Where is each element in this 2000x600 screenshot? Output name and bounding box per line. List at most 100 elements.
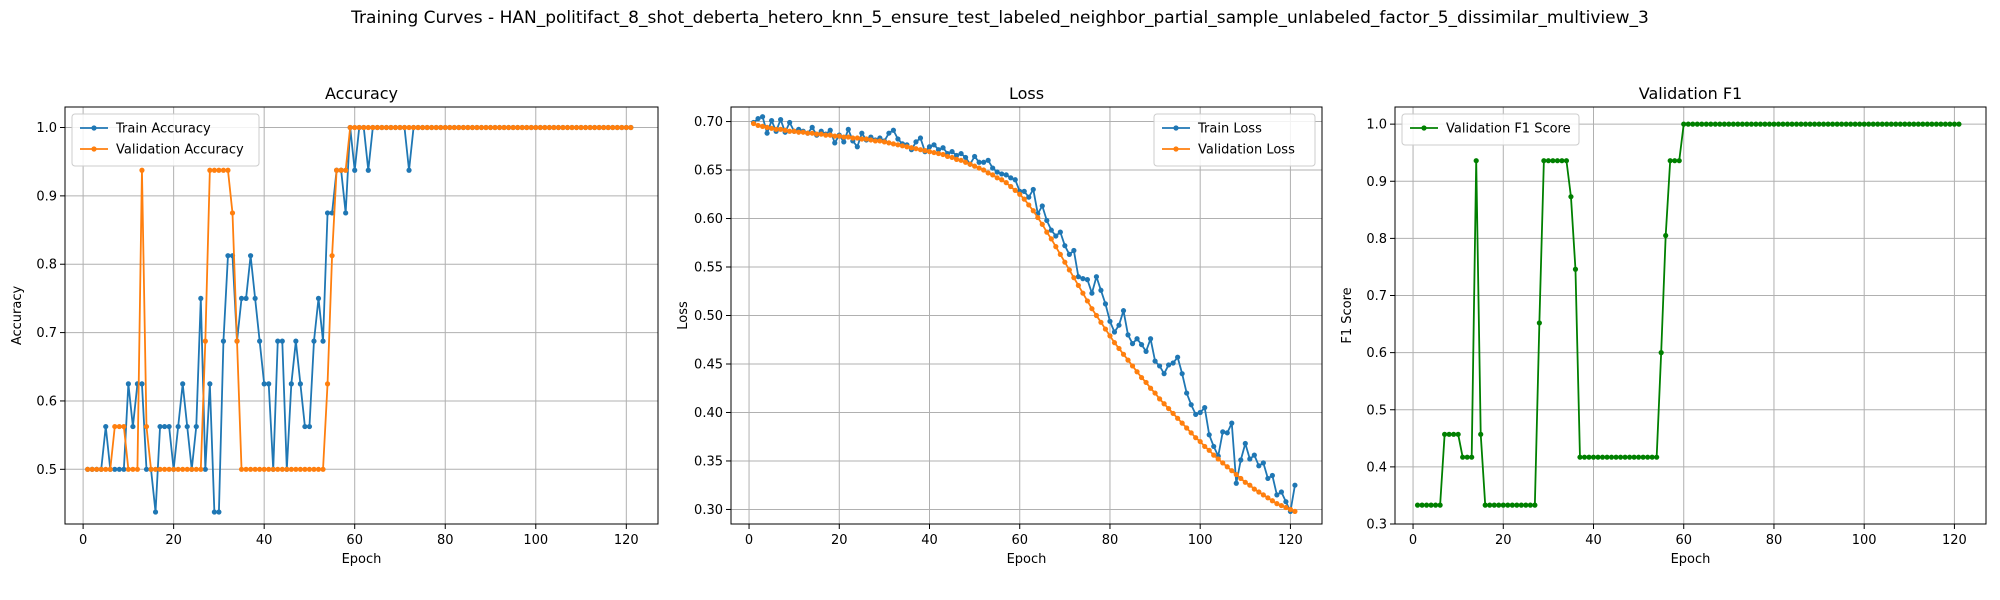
data-point bbox=[442, 124, 448, 131]
data-point bbox=[180, 466, 186, 472]
data-point bbox=[501, 124, 507, 131]
data-point bbox=[926, 144, 933, 150]
data-point bbox=[1870, 121, 1876, 127]
data-point bbox=[465, 124, 471, 131]
data-point bbox=[193, 466, 199, 472]
data-point bbox=[1166, 362, 1172, 368]
data-point bbox=[1274, 492, 1280, 498]
data-point bbox=[257, 338, 263, 344]
figure-title: Training Curves - HAN_politifact_8_shot_… bbox=[351, 8, 1649, 28]
data-point bbox=[1613, 454, 1619, 460]
y-tick-label: 0.6 bbox=[36, 394, 57, 409]
data-point bbox=[1120, 351, 1127, 357]
data-point bbox=[202, 466, 208, 472]
data-point bbox=[1229, 420, 1235, 426]
data-point bbox=[496, 124, 503, 131]
data-point bbox=[406, 167, 412, 173]
data-point bbox=[1947, 121, 1953, 127]
data-point bbox=[1667, 158, 1673, 164]
data-point bbox=[370, 124, 376, 131]
data-point bbox=[949, 149, 955, 155]
series-line bbox=[87, 126, 631, 471]
data-point bbox=[175, 423, 181, 430]
data-point bbox=[542, 124, 548, 131]
data-point bbox=[1518, 502, 1524, 508]
data-point bbox=[755, 122, 761, 129]
chart-panel-0: 0 20 40 60 80 100 120 0.5 0.6 0.7 0.8 0.9 1.0 Accurac… bbox=[10, 84, 659, 567]
data-point bbox=[755, 116, 761, 122]
data-point bbox=[1906, 121, 1912, 127]
data-point bbox=[845, 134, 851, 140]
legend-label: Validation F1 Score bbox=[1446, 122, 1571, 137]
data-point bbox=[949, 154, 955, 161]
data-point bbox=[1744, 121, 1750, 127]
data-point bbox=[1550, 158, 1556, 164]
data-point bbox=[1820, 121, 1827, 127]
x-tick-label: 100 bbox=[1188, 533, 1213, 548]
data-point bbox=[261, 381, 267, 387]
data-point bbox=[279, 466, 285, 472]
data-point bbox=[1247, 456, 1253, 462]
data-point bbox=[972, 153, 978, 160]
data-point bbox=[1224, 464, 1230, 470]
data-point bbox=[1816, 121, 1822, 127]
data-point bbox=[1107, 333, 1113, 339]
data-point bbox=[1111, 329, 1118, 335]
data-point bbox=[1143, 348, 1149, 354]
data-point bbox=[904, 144, 910, 150]
data-point bbox=[1057, 251, 1063, 258]
data-point bbox=[1509, 502, 1515, 508]
data-point bbox=[515, 124, 521, 131]
data-point bbox=[1039, 221, 1045, 227]
data-point bbox=[1694, 121, 1700, 127]
data-point bbox=[1179, 420, 1185, 426]
legend-marker bbox=[1421, 125, 1427, 131]
data-point bbox=[1478, 431, 1484, 437]
data-point bbox=[886, 140, 892, 146]
data-point bbox=[1911, 121, 1917, 127]
data-point bbox=[1184, 390, 1190, 396]
data-point bbox=[469, 124, 476, 131]
data-point bbox=[1238, 457, 1244, 463]
data-point bbox=[139, 381, 145, 387]
data-point bbox=[112, 466, 118, 472]
data-point bbox=[1184, 425, 1190, 431]
data-point bbox=[994, 169, 1000, 175]
data-point bbox=[555, 124, 562, 131]
data-point bbox=[1111, 340, 1118, 346]
data-point bbox=[1487, 502, 1493, 508]
legend-box bbox=[1401, 113, 1580, 146]
data-point bbox=[827, 127, 833, 133]
data-point bbox=[1848, 121, 1854, 127]
data-point bbox=[1843, 121, 1849, 127]
data-point bbox=[1030, 186, 1036, 193]
x-tick-label: 0 bbox=[1409, 533, 1417, 548]
data-point bbox=[1084, 277, 1091, 283]
data-point bbox=[836, 133, 842, 139]
data-point bbox=[958, 157, 964, 163]
data-point bbox=[605, 124, 611, 131]
data-point bbox=[1469, 454, 1475, 460]
data-point bbox=[252, 295, 258, 302]
y-tick-label: 0.7 bbox=[1366, 289, 1387, 304]
data-point bbox=[809, 124, 815, 130]
data-point bbox=[1762, 121, 1768, 127]
data-point bbox=[247, 253, 254, 259]
data-point bbox=[275, 338, 281, 344]
data-point bbox=[1433, 502, 1439, 508]
data-point bbox=[352, 167, 358, 173]
axes-frame bbox=[64, 106, 659, 525]
data-point bbox=[1211, 443, 1217, 450]
data-point bbox=[139, 167, 145, 173]
y-tick-label: 0.50 bbox=[694, 309, 723, 324]
data-point bbox=[1283, 499, 1289, 505]
data-point bbox=[207, 381, 213, 387]
data-point bbox=[877, 138, 883, 144]
x-axis-label: Epoch bbox=[1671, 552, 1711, 567]
data-point bbox=[1080, 276, 1086, 282]
data-point bbox=[1423, 502, 1430, 508]
data-point bbox=[1780, 121, 1786, 127]
data-point bbox=[972, 163, 978, 169]
data-point bbox=[1269, 498, 1275, 504]
data-point bbox=[967, 161, 973, 167]
